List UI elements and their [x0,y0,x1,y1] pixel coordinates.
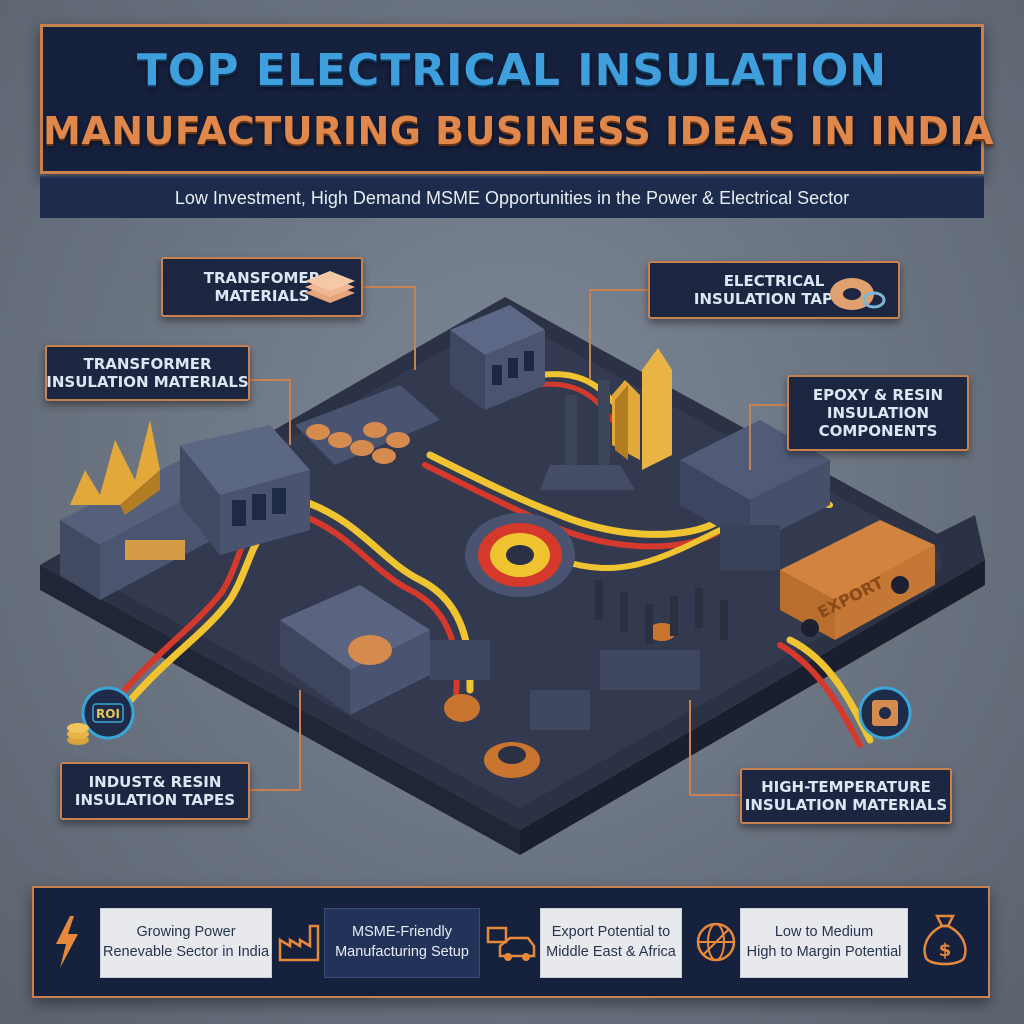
tape-roll-icon [830,278,886,310]
callout-line: INDUST& RESIN [88,772,222,791]
callout-line: INSULATION [826,403,930,422]
callout-line: COMPONENTS [818,422,938,441]
callout-line: INSULATION MATERIALS [46,373,249,391]
title-banner: TOP ELECTRICAL INSULATION MANUFACTURING … [40,24,994,174]
central-coil [465,513,575,597]
feature-card-4: Low to Medium High to Margin Potential [740,908,908,978]
generator-machine [280,585,430,715]
export-truck: EXPORT [780,515,985,640]
title-line-2: MANUFACTURING BUSINESS IDEAS IN INDIA [43,109,994,153]
feature-line: Manufacturing Setup [335,944,469,960]
callout-line: INSULATION MATERIALS [744,796,948,814]
factory-icon [278,924,320,962]
gold-growth-arrows [612,348,672,470]
callout-line: ELECTRICAL [723,271,825,290]
control-panel-block [180,425,310,555]
feature-line: Renevable Sector in India [102,944,270,960]
callout-epoxy-resin: EPOXY & RESIN INSULATION COMPONENTS [787,375,969,451]
callout-line: INSULATION TAPES [74,791,236,809]
money-bag-icon: $ [923,914,967,966]
subtitle: Low Investment, High Demand MSME Opportu… [174,188,850,208]
callout-line: TRANSFOMER [203,268,321,287]
subtitle-bar: Low Investment, High Demand MSME Opportu… [40,176,984,218]
feature-line: High to Margin Potential [746,944,902,960]
globe-icon [696,922,736,962]
circuit-badge [858,686,912,740]
callout-line: HIGH-TEMPERATURE [761,777,931,796]
callout-indust-resin: INDUST& RESIN INSULATION TAPES [60,762,250,820]
feature-card-1: Growing Power Renevable Sector in India [100,908,272,978]
callout-transformer-materials: TRANSFOMER MATERIALS [161,257,363,317]
lightning-bolt-icon [56,916,78,968]
insulator-posts [595,580,728,644]
feature-line: Export Potential to [551,924,671,941]
feature-line: Middle East & Africa [546,944,676,960]
feature-line: Growing Power [136,924,236,941]
feature-line: MSME-Friendly [352,924,452,941]
roi-badge: ROI [67,686,135,745]
callout-line: EPOXY & RESIN [812,385,944,404]
copper-coil-line [295,385,440,465]
callout-leaders [250,286,787,796]
callout-line: INSULATION TAPES [693,290,855,308]
callout-transformer-insulation: TRANSFORMER INSULATION MATERIALS [45,345,250,401]
feature-bar: Growing Power Renevable Sector in India … [32,886,990,998]
feature-card-2: MSME-Friendly Manufacturing Setup [324,908,480,978]
feature-card-3: Export Potential to Middle East & Africa [540,908,682,978]
stacked-sheets-icon [305,271,355,303]
small-components [430,623,700,778]
central-building [450,305,545,410]
transformer-towers [540,380,635,490]
roi-label: ROI [96,707,120,721]
svg-text:$: $ [939,940,952,961]
callout-line: MATERIALS [214,287,310,305]
feature-line: Low to Medium [774,924,874,941]
title-line-1: TOP ELECTRICAL INSULATION [136,45,888,96]
truck-icon [486,926,536,961]
callout-high-temperature: HIGH-TEMPERATURE INSULATION MATERIALS [740,768,952,824]
callout-line: TRANSFORMER [83,354,212,373]
